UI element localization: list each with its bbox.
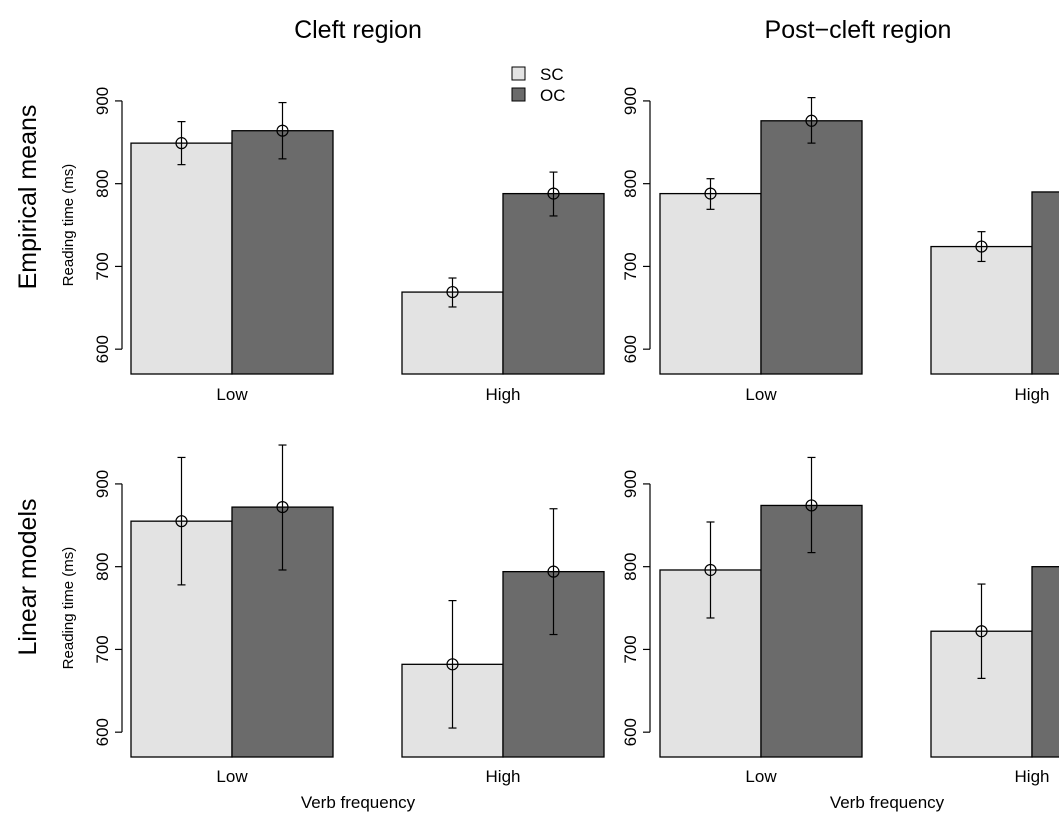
mean-point-low-sc xyxy=(175,515,188,528)
bar-low-oc xyxy=(760,120,863,375)
bar-low-oc xyxy=(231,130,334,375)
y-tick-label-600: 600 xyxy=(93,718,112,746)
y-tick-label-800: 800 xyxy=(621,552,640,580)
x-tick-label-high: High xyxy=(1015,385,1050,404)
legend: SC OC xyxy=(511,65,566,105)
x-tick-label-high: High xyxy=(486,767,521,786)
x-tick-label-high: High xyxy=(1015,767,1050,786)
mean-point-high-oc xyxy=(547,565,560,578)
bar-low-sc xyxy=(659,192,762,375)
y-tick-label-700: 700 xyxy=(621,252,640,280)
mean-point-low-sc xyxy=(704,563,717,577)
x-tick-label-low: Low xyxy=(216,385,248,404)
y-tick-label-700: 700 xyxy=(621,635,640,663)
bar-low-sc xyxy=(659,569,762,758)
legend-label-oc: OC xyxy=(540,86,566,105)
y-axis-title: Reading time (ms) xyxy=(60,164,77,287)
panels: Low High 600 700 800 900 Reading time (ms) Low H… xyxy=(60,87,1059,812)
x-tick-label-low: Low xyxy=(745,385,777,404)
mean-point-low-oc xyxy=(805,499,818,512)
y-tick-label-900: 900 xyxy=(621,87,640,115)
mean-point-low-oc xyxy=(276,500,289,514)
bar-high-oc xyxy=(502,192,605,375)
mean-point-low-oc xyxy=(805,114,818,127)
panel-1: Low High 600 700 800 900 Reading time (ms) xyxy=(60,87,605,404)
y-tick-label-700: 700 xyxy=(93,252,112,280)
mean-point-low-sc xyxy=(704,187,717,200)
x-axis-title: Verb frequency xyxy=(830,793,945,812)
y-axis-title: Reading time (ms) xyxy=(60,547,77,670)
y-tick-label-900: 900 xyxy=(93,87,112,115)
mean-point-low-sc xyxy=(175,137,188,150)
row-title-empirical: Empirical means xyxy=(14,105,42,290)
legend-label-sc: SC xyxy=(540,65,564,84)
mean-point-high-oc xyxy=(547,187,560,200)
bar-high-sc xyxy=(930,245,1033,375)
y-tick-label-600: 600 xyxy=(93,335,112,363)
y-tick-label-900: 900 xyxy=(621,470,640,498)
y-tick-label-700: 700 xyxy=(93,635,112,663)
y-tick-label-900: 900 xyxy=(93,470,112,498)
legend-swatch-sc xyxy=(511,66,526,81)
x-tick-label-low: Low xyxy=(216,767,248,786)
x-tick-label-high: High xyxy=(486,385,521,404)
legend-swatch-oc xyxy=(511,87,526,102)
col-title-cleft: Cleft region xyxy=(294,16,422,44)
bar-high-oc xyxy=(1031,566,1059,758)
bar-high-oc xyxy=(1031,191,1059,375)
mean-point-low-oc xyxy=(276,124,289,137)
y-tick-label-800: 800 xyxy=(93,169,112,197)
panel-2: Low High 600 700 800 900 xyxy=(621,87,1059,404)
mean-point-high-sc xyxy=(446,285,459,299)
mean-point-high-sc xyxy=(975,240,988,253)
y-tick-label-600: 600 xyxy=(621,335,640,363)
mean-point-high-sc xyxy=(446,658,459,671)
mean-point-high-sc xyxy=(975,625,988,638)
y-tick-label-800: 800 xyxy=(93,552,112,580)
panel-4: Low High 600 700 800 900 Verb frequency xyxy=(621,456,1059,812)
x-tick-label-low: Low xyxy=(745,767,777,786)
x-axis-title: Verb frequency xyxy=(301,793,416,812)
y-tick-label-800: 800 xyxy=(621,169,640,197)
panel-3: Low High 600 700 800 900 Reading time (ms) Verb… xyxy=(60,444,605,812)
y-tick-label-600: 600 xyxy=(621,718,640,746)
col-title-postcleft: Post−cleft region xyxy=(765,16,952,44)
row-title-linear: Linear models xyxy=(14,498,42,655)
bar-low-sc xyxy=(130,142,233,375)
